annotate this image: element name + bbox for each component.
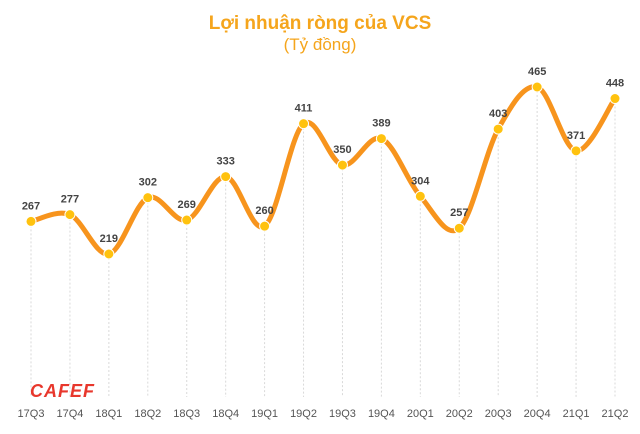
- x-tick-label: 21Q2: [602, 408, 629, 420]
- data-point: [25, 215, 37, 227]
- data-label: 389: [372, 118, 390, 130]
- data-point: [220, 171, 232, 183]
- x-tick-label: 20Q3: [485, 408, 512, 420]
- x-tick-label: 19Q2: [290, 408, 317, 420]
- data-point: [414, 190, 426, 202]
- data-label: 411: [295, 103, 313, 115]
- x-tick-label: 21Q1: [563, 408, 590, 420]
- grid-lines: [30, 91, 616, 397]
- data-point: [492, 123, 504, 135]
- x-tick-label: 20Q1: [407, 408, 434, 420]
- chart-subtitle: (Tỷ đồng): [283, 35, 357, 54]
- data-point: [64, 209, 76, 221]
- data-label: 219: [100, 233, 118, 245]
- x-tick-labels: 17Q3 17Q4 18Q1 18Q2 18Q3 18Q4 19Q1 19Q2 19Q3 19Q4…: [18, 408, 629, 420]
- data-point: [259, 220, 271, 232]
- cafef-logo: CAFEF: [30, 381, 95, 401]
- data-label: 302: [139, 177, 157, 189]
- data-label: 350: [333, 144, 351, 156]
- data-point: [181, 214, 193, 226]
- x-tick-label: 17Q3: [18, 408, 45, 420]
- data-label: 267: [22, 200, 40, 212]
- x-tick-label: 19Q3: [329, 408, 356, 420]
- data-labels: 267 277 219 302 269 333 260 411 350 389 304 257 403 4…: [22, 66, 624, 245]
- x-tick-label: 18Q2: [134, 408, 161, 420]
- data-points: [25, 81, 621, 260]
- x-tick-label: 17Q4: [56, 408, 83, 420]
- data-point: [375, 133, 387, 145]
- data-label: 277: [61, 194, 79, 206]
- data-label: 260: [255, 205, 273, 217]
- data-point: [142, 192, 154, 204]
- data-label: 304: [411, 175, 430, 187]
- data-point: [336, 159, 348, 171]
- x-tick-label: 18Q1: [95, 408, 122, 420]
- x-tick-label: 18Q4: [212, 408, 239, 420]
- data-label: 403: [489, 108, 507, 120]
- data-label: 371: [567, 130, 585, 142]
- data-label: 269: [178, 199, 196, 211]
- x-tick-label: 18Q3: [173, 408, 200, 420]
- data-point: [570, 145, 582, 157]
- chart-title: Lợi nhuận ròng của VCS: [208, 13, 432, 34]
- data-point: [298, 118, 310, 130]
- x-tick-label: 20Q4: [524, 408, 551, 420]
- x-tick-label: 20Q2: [446, 408, 473, 420]
- data-point: [531, 81, 543, 93]
- data-label: 257: [450, 207, 468, 219]
- data-point: [103, 248, 115, 260]
- data-label: 465: [528, 66, 546, 78]
- data-label: 333: [216, 156, 234, 168]
- data-point: [453, 222, 465, 234]
- data-label: 448: [606, 78, 624, 90]
- series-line: [28, 84, 618, 257]
- x-tick-label: 19Q1: [251, 408, 278, 420]
- data-point: [609, 93, 621, 105]
- x-tick-label: 19Q4: [368, 408, 395, 420]
